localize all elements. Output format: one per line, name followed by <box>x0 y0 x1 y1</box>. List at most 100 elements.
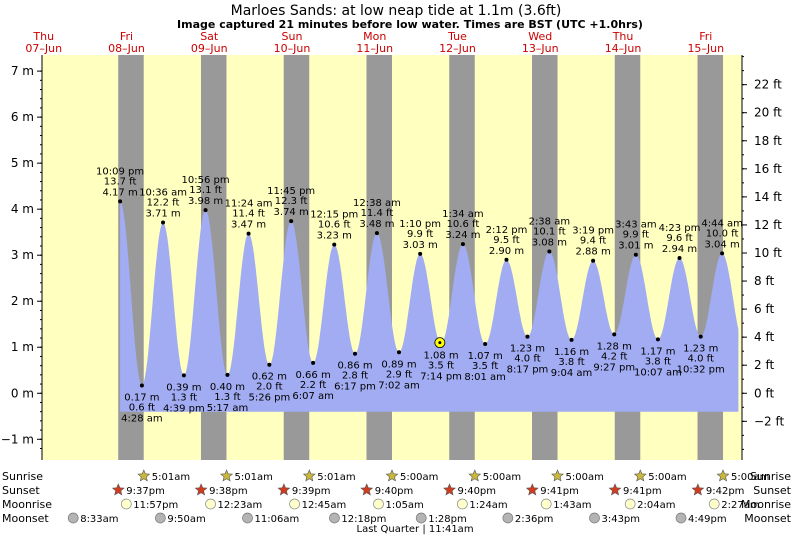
tide-metres-label: 3.71 m <box>145 209 180 220</box>
legend-sunrise-left: Sunrise <box>2 470 43 483</box>
day-date: 10–Jun <box>274 42 311 55</box>
tide-metres-label: 1.16 m <box>554 347 589 358</box>
sunrise-time: 5:00am <box>648 472 686 483</box>
tide-time-label: 6:17 pm <box>334 382 376 393</box>
tide-feet-label: 11.4 ft <box>361 208 394 219</box>
tide-time-label: 7:14 pm <box>420 372 462 383</box>
tide-metres-label: 0.39 m <box>166 382 201 393</box>
low-tide-dot <box>353 351 358 356</box>
tide-feet-label: 12.2 ft <box>147 198 180 209</box>
tide-metres-label: 2.94 m <box>662 244 697 255</box>
left-tick-label: 3 m <box>11 248 34 262</box>
right-tick-label: 20 ft <box>754 106 782 120</box>
moonrise-time: 2:27am <box>721 500 759 511</box>
tide-time-label: 8:17 pm <box>507 365 549 376</box>
sunset-icon <box>691 483 705 496</box>
legend-sunset-right: Sunset <box>753 484 791 497</box>
tide-time-label: 4:44 am <box>701 218 743 229</box>
right-tick-label: 12 ft <box>754 218 782 232</box>
tide-metres-label: 0.89 m <box>381 359 416 370</box>
sunrise-time: 5:01am <box>235 472 273 483</box>
day-name: Mon <box>363 30 386 43</box>
low-tide-dot <box>612 332 617 337</box>
tide-metres-label: 1.08 m <box>423 351 458 362</box>
tide-feet-label: 10.6 ft <box>318 220 351 231</box>
sunset-icon <box>111 483 125 496</box>
high-tide-dot <box>374 231 379 236</box>
tide-feet-label: 1.3 ft <box>171 392 197 403</box>
tide-time-label: 11:24 am <box>225 199 273 210</box>
high-tide-dot <box>161 220 166 225</box>
legend-moonset-right: Moonset <box>744 512 791 525</box>
tide-feet-label: 13.1 ft <box>189 185 222 196</box>
day-name: Tue <box>447 30 467 43</box>
moonrise-time: 2:04am <box>637 500 675 511</box>
sunset-time: 9:41pm <box>540 486 579 497</box>
moonrise-icon <box>624 498 636 510</box>
sunrise-time: 5:01am <box>152 472 190 483</box>
axes: −1 m 0 m 1 m 2 m 3 m 4 m 5 m 6 m 7 m −2 ft 0 ft 2 f… <box>1 55 785 460</box>
tide-time-label: 12:38 am <box>353 198 401 209</box>
right-tick-label: 16 ft <box>754 162 782 176</box>
tide-time-label: 1:10 pm <box>399 219 441 230</box>
moonset-time: 3:43pm <box>601 514 640 525</box>
right-tick-label: 18 ft <box>754 134 782 148</box>
sunrise-icon <box>137 469 151 482</box>
right-tick-label: 6 ft <box>754 302 774 316</box>
sunrise-time: 5:00am <box>566 472 604 483</box>
high-tide-dot <box>633 252 638 257</box>
day-name: Wed <box>528 30 552 43</box>
tide-feet-label: 3.8 ft <box>645 356 671 367</box>
tide-time-label: 10:09 pm <box>96 166 144 177</box>
tide-metres-label: 1.28 m <box>597 341 632 352</box>
high-tide-dot <box>118 199 123 204</box>
moonset-icon <box>329 512 340 524</box>
day-date: 09–Jun <box>191 42 228 55</box>
moonset-icon <box>415 512 427 524</box>
day-date: 08–Jun <box>108 42 145 55</box>
moonrise-time: 12:23am <box>218 500 263 511</box>
tide-metres-label: 0.86 m <box>337 361 372 372</box>
right-tick-label: 0 ft <box>754 386 774 400</box>
high-tide-dot <box>504 257 509 262</box>
tide-time-label: 2:12 pm <box>486 225 528 236</box>
right-tick-label: 4 ft <box>754 330 774 344</box>
high-tide-dot <box>203 208 208 213</box>
tide-feet-label: 4.0 ft <box>514 354 540 365</box>
moonset-time: 4:49pm <box>688 514 727 525</box>
day-name: Sat <box>200 30 219 43</box>
day-date: 07–Jun <box>25 42 62 55</box>
tide-area <box>120 201 739 412</box>
right-tick-label: 8 ft <box>754 274 774 288</box>
tide-feet-label: 9.9 ft <box>407 229 433 240</box>
tide-feet-label: 0.6 ft <box>129 402 155 413</box>
left-tick-label: 5 m <box>11 156 34 170</box>
high-tide-dot <box>677 255 682 260</box>
sunset-time: 9:38pm <box>209 486 248 497</box>
moonrise-icon <box>540 498 552 510</box>
right-tick-label: 14 ft <box>754 190 782 204</box>
tide-feet-label: 12.3 ft <box>275 196 308 207</box>
tide-curve <box>120 201 739 412</box>
sunset-time: 9:41pm <box>623 486 662 497</box>
tide-feet-label: 9.5 ft <box>493 235 519 246</box>
day-date: 11–Jun <box>356 42 393 55</box>
moonset-time: 11:06am <box>255 514 300 525</box>
low-tide-dot <box>397 350 401 355</box>
tide-metres-label: 3.24 m <box>445 230 480 241</box>
tide-metres-label: 2.88 m <box>576 247 611 258</box>
tide-metres-label: 3.98 m <box>188 196 223 207</box>
tide-feet-label: 10.1 ft <box>533 227 566 238</box>
sunset-time: 9:42pm <box>706 486 745 497</box>
moonrise-time: 1:24am <box>469 500 507 511</box>
sunrise-time: 5:00am <box>731 472 769 483</box>
tide-feet-label: 1.3 ft <box>214 392 240 403</box>
tide-metres-label: 3.01 m <box>618 241 653 252</box>
tide-time-label: 4:23 pm <box>659 223 701 234</box>
tide-feet-label: 2.0 ft <box>256 382 282 393</box>
sunset-time: 9:40pm <box>375 486 414 497</box>
high-tide-dot <box>547 249 552 254</box>
sunrise-icon <box>551 469 564 482</box>
